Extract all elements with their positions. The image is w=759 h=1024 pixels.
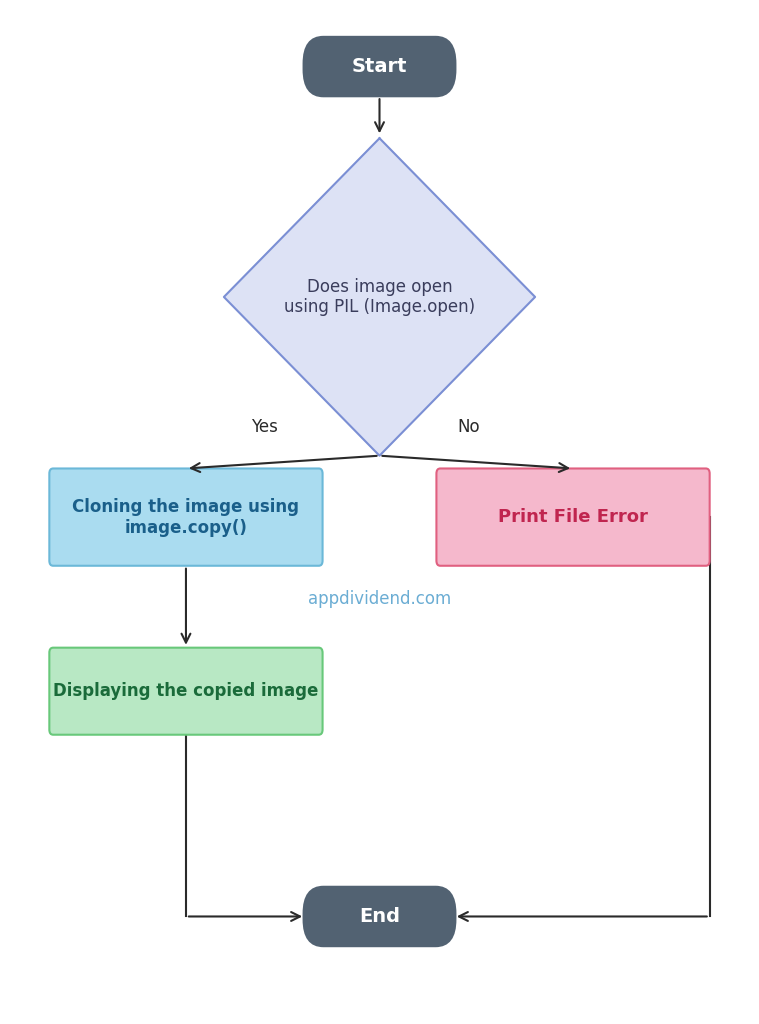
Polygon shape <box>224 138 535 456</box>
Text: appdividend.com: appdividend.com <box>308 590 451 608</box>
Text: Print File Error: Print File Error <box>498 508 648 526</box>
Text: Cloning the image using
image.copy(): Cloning the image using image.copy() <box>72 498 300 537</box>
Text: Start: Start <box>351 57 408 76</box>
FancyBboxPatch shape <box>304 37 455 96</box>
Text: End: End <box>359 907 400 926</box>
FancyBboxPatch shape <box>436 469 710 565</box>
FancyBboxPatch shape <box>304 887 455 946</box>
FancyBboxPatch shape <box>49 469 323 565</box>
Text: Does image open
using PIL (Image.open): Does image open using PIL (Image.open) <box>284 278 475 316</box>
Text: No: No <box>458 418 480 436</box>
Text: Displaying the copied image: Displaying the copied image <box>53 682 319 700</box>
Text: Yes: Yes <box>250 418 278 436</box>
FancyBboxPatch shape <box>49 647 323 735</box>
